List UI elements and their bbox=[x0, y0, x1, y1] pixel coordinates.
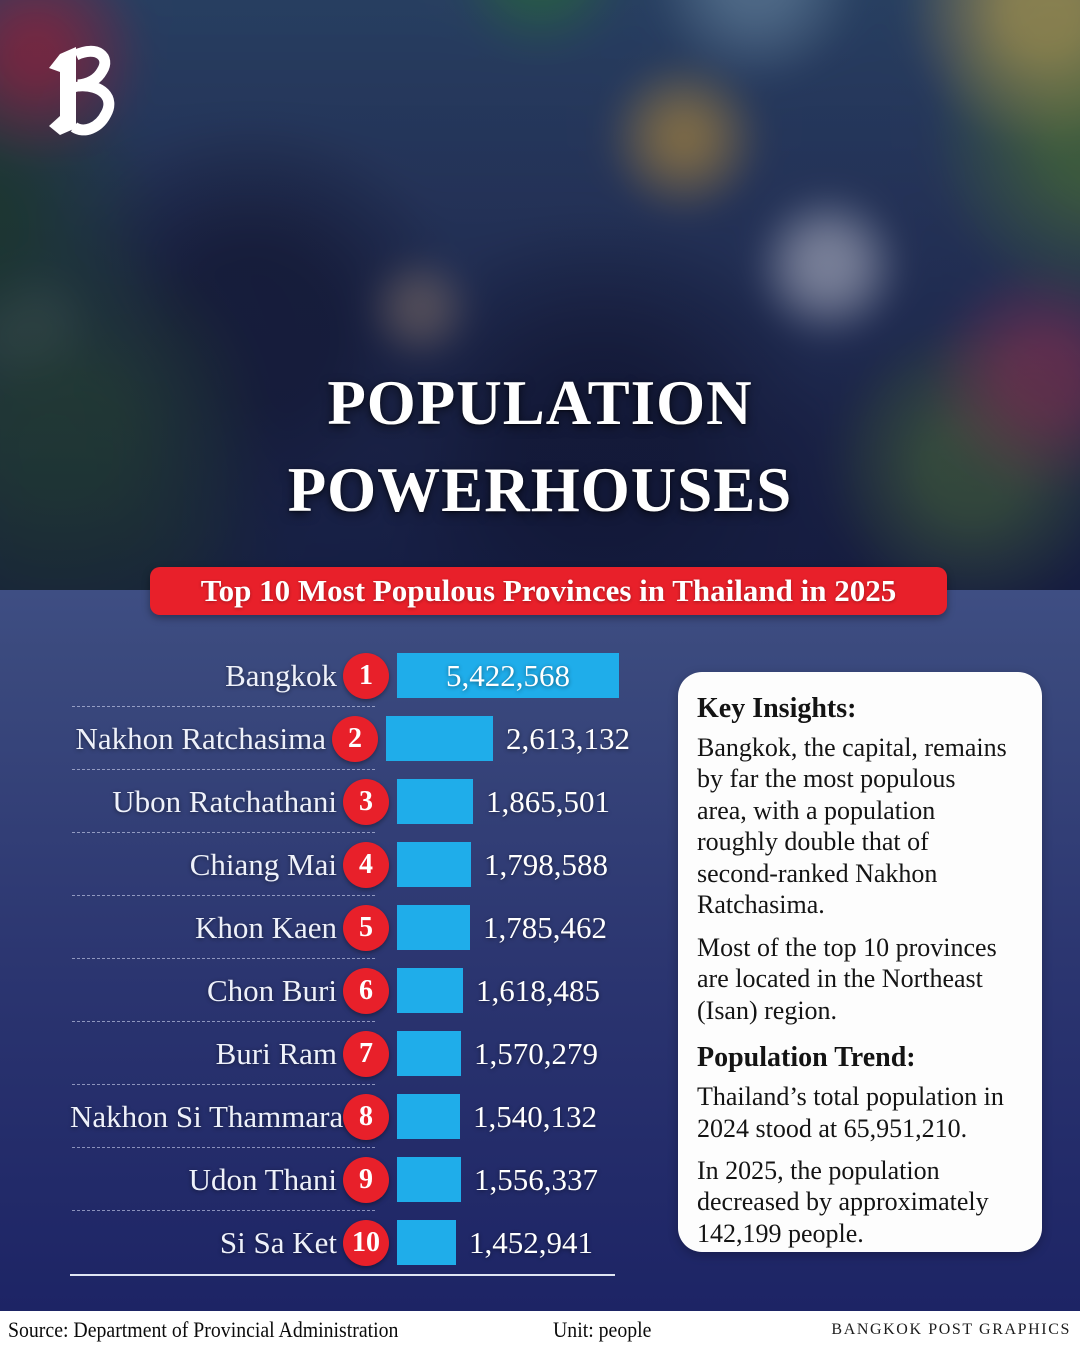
population-value: 1,865,501 bbox=[486, 783, 610, 819]
title-line-1: POPULATION bbox=[327, 368, 753, 438]
hero-section bbox=[0, 0, 1080, 590]
population-value: 2,613,132 bbox=[506, 720, 630, 756]
rank-badge: 1 bbox=[343, 652, 389, 699]
trend-paragraph-1: Thailand’s total population in 2024 stoo… bbox=[697, 1082, 1004, 1143]
province-label: Chiang Mai bbox=[189, 846, 337, 882]
province-label: Nakhon Ratchasima bbox=[75, 720, 326, 756]
population-bar bbox=[397, 968, 463, 1013]
chart-row: Ubon Ratchathani 3 1,865,501 bbox=[70, 770, 630, 833]
rank-badge: 5 bbox=[343, 904, 389, 951]
rank-badge: 9 bbox=[343, 1156, 389, 1203]
rank-badge: 6 bbox=[343, 967, 389, 1014]
trend-paragraph-2: In 2025, the population decreased by app… bbox=[697, 1155, 989, 1248]
source-text: Source: Department of Provincial Adminis… bbox=[8, 1317, 399, 1342]
rank-badge: 3 bbox=[343, 778, 389, 825]
province-label: Si Sa Ket bbox=[219, 1224, 337, 1260]
chart-row: Si Sa Ket 10 1,452,941 bbox=[70, 1211, 630, 1274]
province-label: Buri Ram bbox=[215, 1035, 337, 1071]
province-label: Ubon Ratchathani bbox=[112, 783, 337, 819]
page-title: POPULATION POWERHOUSES bbox=[0, 360, 1080, 534]
population-value: 1,452,941 bbox=[469, 1224, 593, 1260]
chart-row: Nakhon Ratchasima 2 2,613,132 bbox=[70, 707, 630, 770]
population-bar bbox=[397, 779, 473, 824]
province-label: Bangkok bbox=[225, 657, 337, 693]
unit-text: Unit: people bbox=[553, 1317, 652, 1342]
population-bar-chart: Bangkok 1 5,422,568 Nakhon Ratchasima 2 2,613… bbox=[70, 644, 630, 1276]
rank-badge: 7 bbox=[343, 1030, 389, 1077]
population-bar bbox=[397, 1220, 456, 1265]
chart-row: Khon Kaen 5 1,785,462 bbox=[70, 896, 630, 959]
population-value: 1,785,462 bbox=[483, 909, 607, 945]
insights-panel: Key Insights: Bangkok, the capital, rema… bbox=[678, 672, 1042, 1252]
population-value: 1,540,132 bbox=[473, 1098, 597, 1134]
bar-track: 1,556,337 bbox=[397, 1148, 630, 1211]
bar-track: 1,540,132 bbox=[397, 1085, 630, 1148]
population-bar bbox=[397, 1031, 461, 1076]
rank-badge: 8 bbox=[343, 1093, 389, 1140]
population-value: 1,798,588 bbox=[484, 846, 608, 882]
province-label: Udon Thani bbox=[188, 1161, 337, 1197]
footer-bar: Source: Department of Provincial Adminis… bbox=[0, 1311, 1080, 1350]
population-bar bbox=[386, 716, 493, 761]
bar-track: 1,618,485 bbox=[397, 959, 630, 1022]
bangkok-post-logo-icon bbox=[44, 42, 118, 140]
bar-track: 1,798,588 bbox=[397, 833, 630, 896]
trend-heading: Population Trend: bbox=[697, 1042, 916, 1074]
chart-row: Buri Ram 7 1,570,279 bbox=[70, 1022, 630, 1085]
population-value: 5,422,568 bbox=[446, 657, 570, 693]
province-label: Nakhon Si Thammarat bbox=[70, 1098, 352, 1134]
population-bar bbox=[397, 653, 619, 698]
bar-track: 2,613,132 bbox=[386, 707, 630, 770]
subtitle-banner: Top 10 Most Populous Provinces in Thaila… bbox=[150, 567, 947, 615]
population-value: 1,570,279 bbox=[474, 1035, 598, 1071]
chart-row: Chon Buri 6 1,618,485 bbox=[70, 959, 630, 1022]
insights-heading: Key Insights: bbox=[697, 693, 857, 724]
province-label: Chon Buri bbox=[206, 972, 337, 1008]
population-bar bbox=[397, 842, 471, 887]
chart-row: Udon Thani 9 1,556,337 bbox=[70, 1148, 630, 1211]
chart-row: Bangkok 1 5,422,568 bbox=[70, 644, 630, 707]
photo-navy-overlay bbox=[0, 0, 1080, 590]
bar-track: 5,422,568 bbox=[397, 644, 630, 707]
population-bar bbox=[397, 1094, 460, 1139]
chart-row: Chiang Mai 4 1,798,588 bbox=[70, 833, 630, 896]
rank-badge: 4 bbox=[343, 841, 389, 888]
population-bar bbox=[397, 905, 470, 950]
province-label: Khon Kaen bbox=[194, 909, 337, 945]
rank-badge: 10 bbox=[343, 1219, 389, 1266]
population-value: 1,618,485 bbox=[476, 972, 600, 1008]
title-line-2: POWERHOUSES bbox=[287, 454, 793, 525]
population-value: 1,556,337 bbox=[474, 1161, 598, 1197]
credit-text: BANGKOK POST GRAPHICS bbox=[831, 1321, 1071, 1338]
bar-track: 1,452,941 bbox=[397, 1211, 630, 1274]
chart-row: Nakhon Si Thammarat 8 1,540,132 bbox=[70, 1085, 630, 1148]
bar-track: 1,865,501 bbox=[397, 770, 630, 833]
insights-paragraph-2: Most of the top 10 provinces are located… bbox=[697, 932, 997, 1025]
bar-track: 1,785,462 bbox=[397, 896, 630, 959]
population-bar bbox=[397, 1157, 461, 1202]
rank-badge: 2 bbox=[332, 715, 378, 762]
bar-track: 1,570,279 bbox=[397, 1022, 630, 1085]
insights-paragraph-1: Bangkok, the capital, remains by far the… bbox=[697, 733, 1007, 920]
